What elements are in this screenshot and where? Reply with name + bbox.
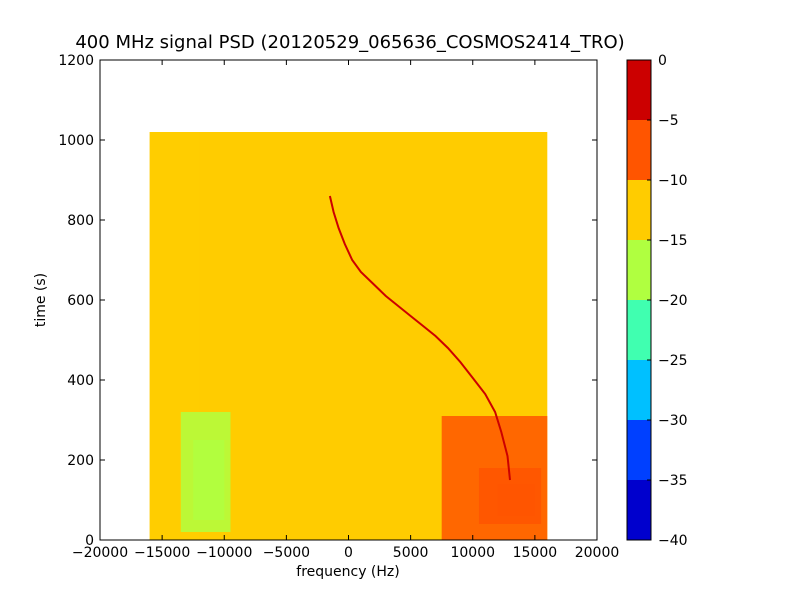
heatmap-layer (149, 132, 548, 540)
signal-trace-layer (328, 195, 511, 481)
y-axis-label: time (s) (33, 273, 49, 327)
colorbar-band (627, 420, 651, 480)
colorbar-band (627, 360, 651, 420)
signal-trace-1 (328, 195, 511, 481)
x-axis-label: frequency (Hz) (296, 564, 399, 580)
colorbar-tick-label: −20 (658, 293, 688, 309)
colorbar-tick-label: −40 (658, 533, 688, 549)
y-tick-label: 200 (67, 453, 94, 469)
colorbar-band (627, 300, 651, 360)
x-tick-label: −15000 (134, 545, 190, 561)
x-tick-label: 20000 (575, 545, 620, 561)
colorbar-band (627, 60, 651, 120)
x-tick-label: 5000 (393, 545, 429, 561)
colorbar-tick-label: −10 (658, 173, 688, 189)
colorbar-tick-label: −35 (658, 473, 688, 489)
x-tick-label: 10000 (450, 545, 495, 561)
x-tick-label: −5000 (263, 545, 310, 561)
x-axis-ticks: −20000 −15000 −10000 −5000 0 5000 10000 15000 20… (72, 60, 619, 561)
colorbar-band (627, 180, 651, 240)
colorbar-tick-label: −5 (658, 113, 679, 129)
x-tick-label: −10000 (196, 545, 252, 561)
chart-title: 400 MHz signal PSD (20120529_065636_COSM… (75, 32, 624, 53)
y-axis-ticks: 0 200 400 600 800 1000 1200 (58, 53, 597, 549)
x-tick-label: 15000 (513, 545, 558, 561)
colorbar-tick-label: −30 (658, 413, 688, 429)
x-tick-label: 0 (344, 545, 353, 561)
colorbar-tick-label: −25 (658, 353, 688, 369)
colorbar-band (627, 480, 651, 540)
colorbar-tick-label: 0 (658, 53, 667, 69)
colorbar (627, 60, 651, 540)
y-tick-label: 0 (85, 533, 94, 549)
colorbar-tick-label: −15 (658, 233, 688, 249)
colorbar-band (627, 240, 651, 300)
y-tick-label: 1200 (58, 53, 94, 69)
y-tick-label: 600 (67, 293, 94, 309)
heatmap-region-6 (497, 484, 535, 516)
x-tick-label: −20000 (72, 545, 128, 561)
y-tick-label: 1000 (58, 133, 94, 149)
colorbar-ticks: −40 −35 −30 −25 −20 −15 −10 −5 0 (647, 53, 688, 549)
heatmap-region-3 (193, 440, 225, 520)
y-tick-label: 400 (67, 373, 94, 389)
colorbar-band (627, 120, 651, 180)
y-tick-label: 800 (67, 213, 94, 229)
